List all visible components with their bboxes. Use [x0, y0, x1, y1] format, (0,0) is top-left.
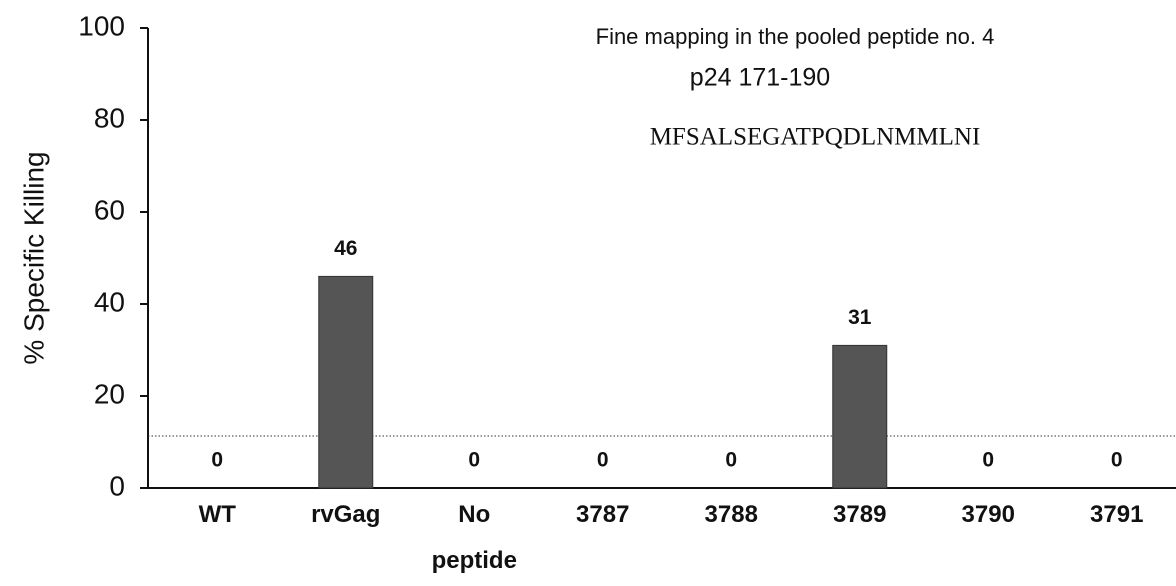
value-label: 46 — [334, 237, 357, 260]
y-tick-label: 20 — [94, 378, 125, 409]
annotation: Fine mapping in the pooled peptide no. 4 — [596, 24, 995, 49]
annotation: p24 171-190 — [690, 64, 830, 92]
x-tick-label: 3788 — [704, 501, 758, 528]
value-label: 0 — [468, 449, 480, 472]
value-label: 0 — [1111, 449, 1123, 472]
y-tick-label: 100 — [78, 10, 125, 41]
value-label: 0 — [211, 449, 223, 472]
bar — [318, 275, 374, 489]
bar — [832, 344, 888, 489]
value-label: 0 — [597, 449, 609, 472]
y-axis-label: % Specific Killing — [18, 151, 49, 364]
value-label: 0 — [725, 449, 737, 472]
x-tick-label: 3789 — [833, 501, 887, 528]
x-tick-label: WT — [198, 501, 236, 528]
value-label: 31 — [848, 306, 872, 329]
y-tick-label: 40 — [94, 286, 125, 317]
x-tick-label: No peptide — [431, 501, 517, 574]
y-tick-label: 0 — [109, 470, 125, 501]
x-tick-label: rvGag — [311, 501, 381, 528]
x-tick-label: 3790 — [961, 501, 1015, 528]
y-tick-label: 60 — [94, 194, 125, 225]
annotation: MFSALSEGATPQDLNMMLNI — [650, 124, 981, 151]
y-tick-label: 80 — [94, 102, 125, 133]
value-label: 0 — [982, 449, 994, 472]
x-tick-label: 3791 — [1090, 501, 1144, 528]
x-tick-label: 3787 — [576, 501, 630, 528]
